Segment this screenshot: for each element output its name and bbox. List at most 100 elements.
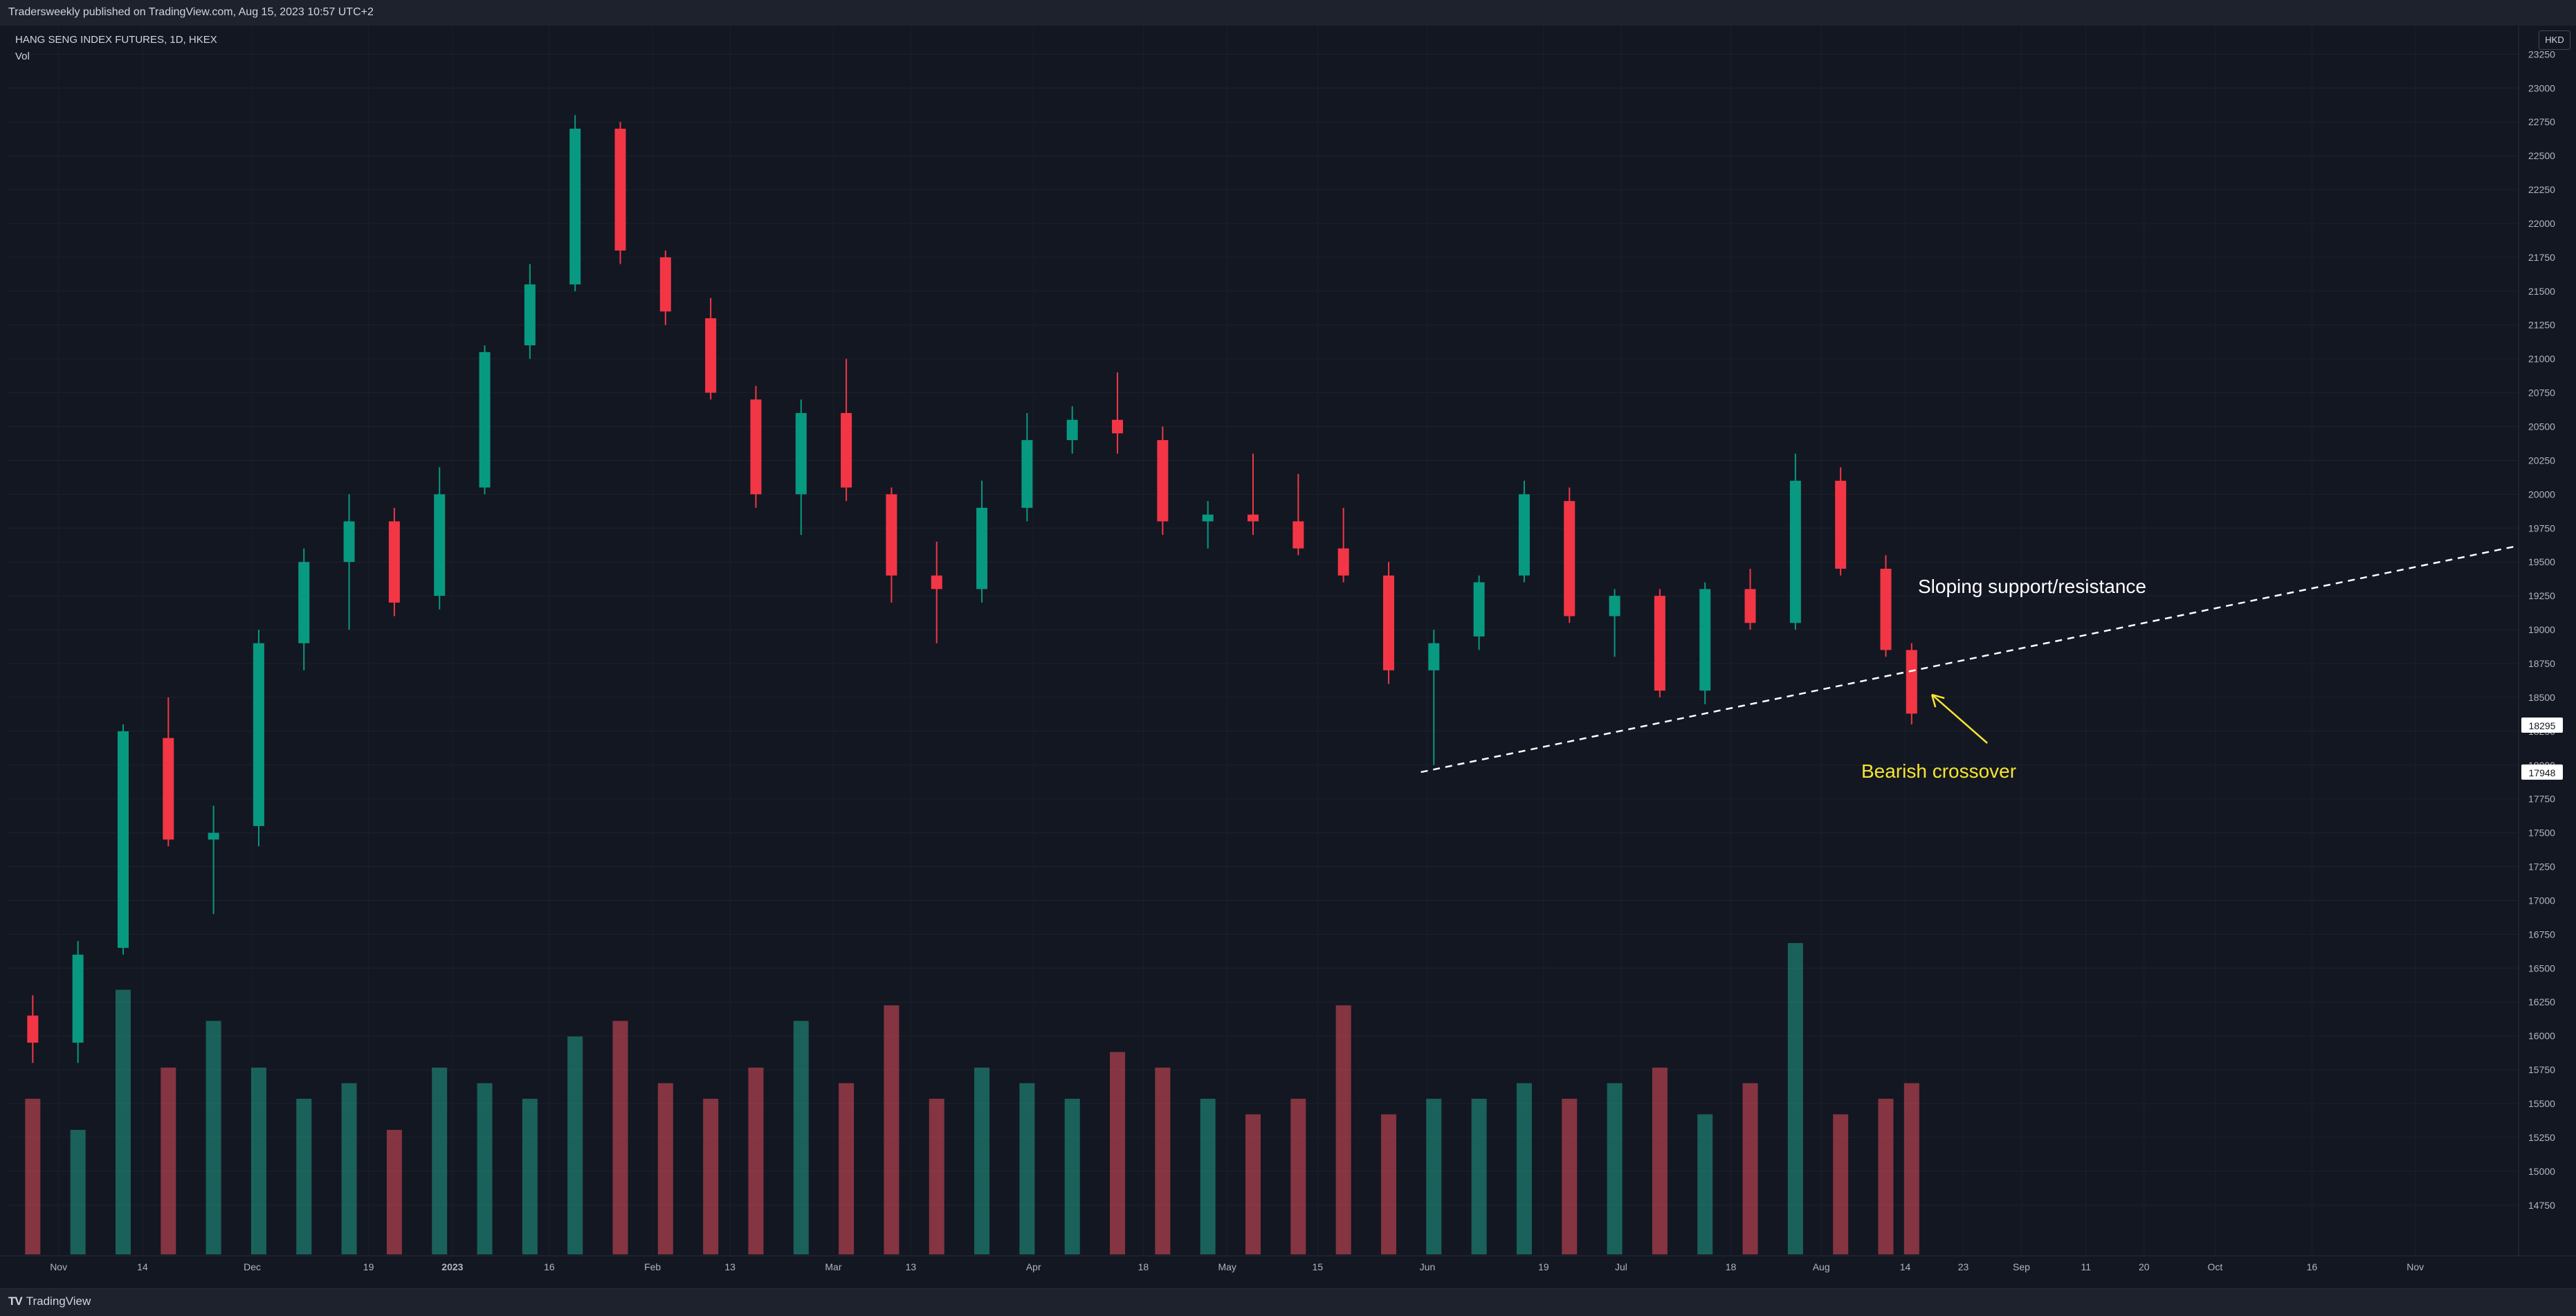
candle-body — [1292, 521, 1304, 549]
candle-body — [1518, 494, 1530, 576]
tradingview-logo-icon: TV — [8, 1295, 23, 1308]
y-tick-label: 16500 — [2528, 962, 2555, 974]
y-tick-label: 19250 — [2528, 590, 2555, 601]
y-tick-label: 16750 — [2528, 929, 2555, 940]
x-tick-label: Nov — [50, 1261, 67, 1272]
candle-body — [1654, 596, 1665, 691]
x-tick-label: 14 — [1900, 1261, 1911, 1272]
candle-body — [931, 575, 942, 590]
x-tick-label: 20 — [2139, 1261, 2150, 1272]
x-tick-label: 19 — [1538, 1261, 1549, 1272]
x-tick-label: 2023 — [441, 1261, 463, 1272]
x-tick-label: Apr — [1026, 1261, 1041, 1272]
volume-bar — [1426, 1099, 1442, 1254]
volume-bar — [1562, 1099, 1578, 1254]
candle-body — [841, 412, 852, 488]
y-tick-label: 14750 — [2528, 1200, 2555, 1211]
volume-bar — [1787, 943, 1803, 1254]
volume-bar — [1064, 1099, 1080, 1254]
x-tick-label: 16 — [2307, 1261, 2318, 1272]
y-tick-label: 22250 — [2528, 184, 2555, 195]
x-tick-label: 18 — [1138, 1261, 1149, 1272]
candle-body — [750, 399, 762, 495]
annotation-arrowhead — [1930, 694, 1937, 708]
candle-body — [524, 284, 536, 346]
candle-body — [1564, 501, 1575, 616]
y-tick-label: 17250 — [2528, 861, 2555, 872]
volume-bar — [1290, 1099, 1306, 1254]
chart-legend: HANG SENG INDEX FUTURES, 1D, HKEX Vol — [15, 32, 217, 65]
candle-body — [163, 738, 174, 840]
x-tick-label: 14 — [137, 1261, 148, 1272]
y-tick-label: 16250 — [2528, 996, 2555, 1007]
y-tick-label: 17500 — [2528, 828, 2555, 839]
y-tick-label: 15250 — [2528, 1132, 2555, 1143]
y-tick-label: 21000 — [2528, 354, 2555, 365]
trendline-label: Sloping support/resistance — [1918, 576, 2146, 597]
annotation-label: Bearish crossover — [1861, 760, 2016, 782]
y-tick-label: 22750 — [2528, 116, 2555, 127]
candle-body — [1744, 589, 1756, 623]
volume-bar — [1833, 1114, 1849, 1254]
x-tick-label: 19 — [363, 1261, 374, 1272]
x-tick-label: Oct — [2208, 1261, 2223, 1272]
currency-badge[interactable]: HKD — [2539, 30, 2570, 50]
symbol-title[interactable]: HANG SENG INDEX FUTURES, 1D, HKEX — [15, 34, 217, 46]
candle-body — [795, 412, 807, 495]
candle-body — [1066, 419, 1078, 441]
volume-bar — [1516, 1083, 1532, 1254]
x-tick-label: May — [1218, 1261, 1236, 1272]
candle-body — [705, 318, 717, 393]
volume-bar — [477, 1083, 493, 1254]
volume-bar — [1742, 1083, 1758, 1254]
y-tick-label: 21750 — [2528, 252, 2555, 263]
volume-bar — [25, 1099, 41, 1254]
candle-body — [1906, 650, 1917, 714]
brand-label: TradingView — [26, 1295, 91, 1308]
top-bar: Tradersweekly published on TradingView.c… — [0, 0, 2576, 26]
candle-body — [1835, 480, 1847, 569]
plot-background — [0, 26, 2576, 1288]
chart-area[interactable]: 14750 15000 15250 15500 15750 16000 16250 16500… — [0, 26, 2576, 1288]
y-tick-label: 22000 — [2528, 218, 2555, 229]
candle-body — [569, 128, 581, 285]
volume-bar — [974, 1068, 990, 1254]
y-tick-label: 23000 — [2528, 82, 2555, 93]
volume-legend[interactable]: Vol — [15, 51, 30, 62]
volume-bar — [1200, 1099, 1216, 1254]
candle-body — [1248, 514, 1259, 522]
annotation-arrow — [1931, 694, 1988, 744]
candle-body — [1609, 596, 1620, 616]
annotation-arrowhead — [1931, 693, 1945, 700]
x-tick-label: 11 — [2081, 1261, 2092, 1272]
price-label-box — [2521, 718, 2563, 733]
price-label-box — [2521, 764, 2563, 780]
y-tick-label: 17000 — [2528, 895, 2555, 906]
volume-bar — [432, 1068, 448, 1254]
volume-bar — [703, 1099, 719, 1254]
volume-bar — [1878, 1099, 1894, 1254]
y-tick-label: 18500 — [2528, 692, 2555, 703]
volume-bar — [1380, 1114, 1396, 1254]
x-tick-label: Jul — [1615, 1261, 1627, 1272]
x-tick-label: Aug — [1813, 1261, 1830, 1272]
bottom-bar: TV TradingView — [0, 1288, 2576, 1316]
x-tick-label: 13 — [724, 1261, 736, 1272]
y-tick-label: 17750 — [2528, 794, 2555, 805]
volume-bar — [793, 1021, 809, 1254]
volume-bar — [748, 1068, 764, 1254]
candle-body — [72, 954, 84, 1043]
y-tick-label: 19500 — [2528, 556, 2555, 567]
candle-body — [479, 351, 491, 488]
candle-body — [1473, 582, 1485, 637]
volume-bar — [929, 1099, 944, 1254]
published-info: Tradersweekly published on TradingView.c… — [8, 6, 374, 18]
x-tick-label: Jun — [1420, 1261, 1436, 1272]
x-tick-label: Dec — [244, 1261, 261, 1272]
volume-bar — [386, 1130, 402, 1254]
candle-body — [343, 521, 355, 563]
volume-bar — [1155, 1068, 1171, 1254]
brand[interactable]: TV TradingView — [8, 1295, 91, 1308]
y-tick-label: 20000 — [2528, 488, 2555, 500]
candle-body — [1428, 643, 1440, 670]
